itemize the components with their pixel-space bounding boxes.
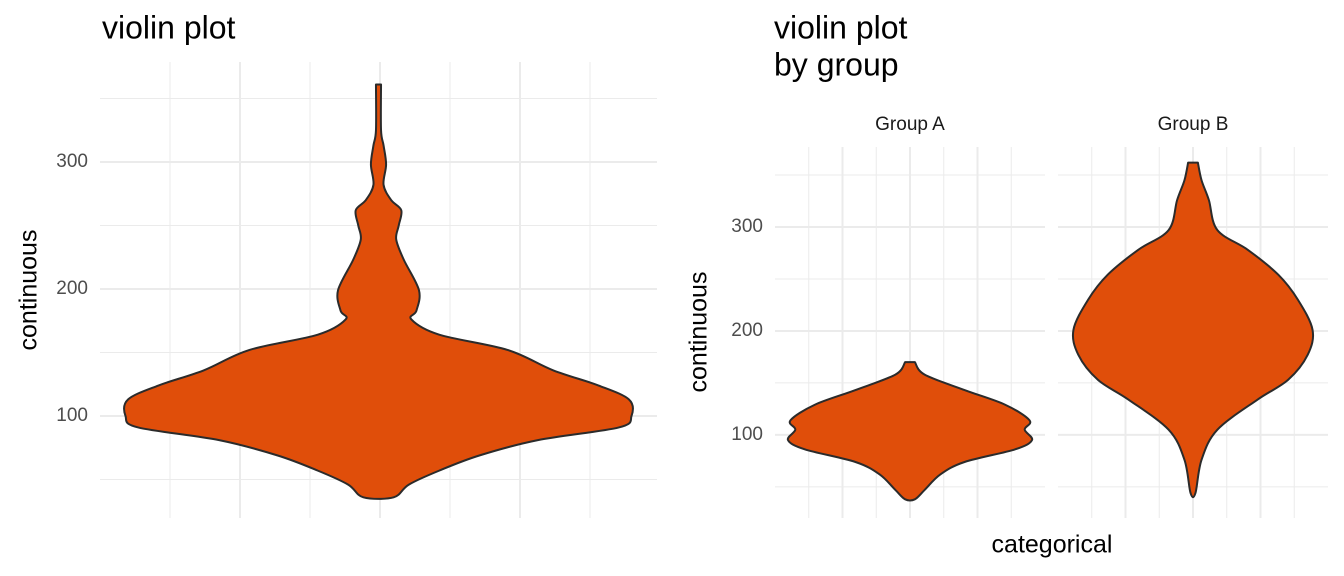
y-tick-label: 100: [731, 424, 763, 445]
chart-title: violin plot: [774, 9, 908, 45]
violin: [123, 83, 634, 500]
y-axis-label: continuous: [15, 230, 43, 351]
chart-title: violin plot: [102, 9, 236, 45]
y-tick-label: 300: [731, 216, 763, 237]
strip-label: Group B: [1158, 114, 1229, 135]
y-tick-label: 100: [56, 405, 88, 426]
strip-label: Group A: [875, 114, 945, 135]
y-tick-label: 200: [56, 278, 88, 299]
y-tick-label: 300: [56, 151, 88, 172]
violin: [786, 361, 1034, 502]
y-tick-label: 200: [731, 320, 763, 341]
y-axis-label: continuous: [685, 272, 713, 393]
chart-title: by group: [774, 46, 899, 82]
violin: [1071, 161, 1315, 499]
x-axis-label: categorical: [992, 531, 1113, 559]
